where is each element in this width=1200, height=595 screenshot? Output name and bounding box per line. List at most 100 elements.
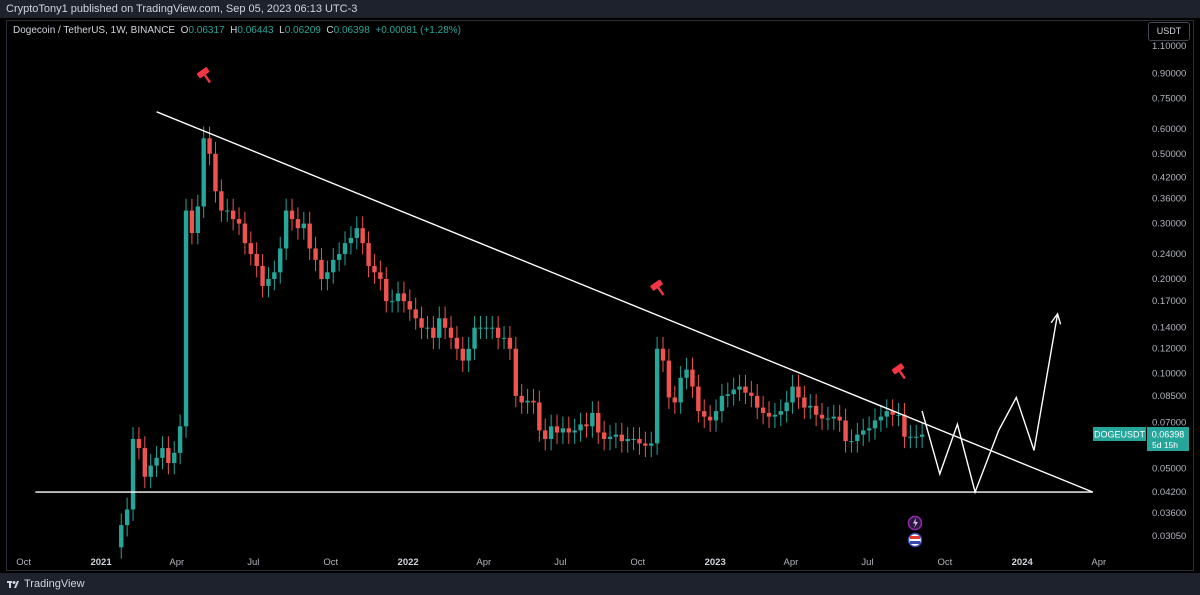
high-value: 0.06443 — [237, 25, 274, 36]
price-tick-label: 0.05000 — [1152, 463, 1186, 474]
hammer-icon — [891, 363, 906, 380]
candle-body — [142, 448, 148, 477]
candle-body — [442, 318, 448, 328]
candle-body — [331, 259, 336, 273]
candle-body — [513, 348, 518, 396]
candle-body — [378, 272, 383, 279]
price-axis[interactable]: 1.10000 0.90000 0.75000 0.60000 0.50000 0.420… — [1152, 41, 1186, 542]
candle-body — [566, 428, 571, 433]
symbol-tag-bg — [1093, 427, 1146, 441]
chart-frame[interactable] — [6, 20, 1194, 571]
flag-icon-stripe — [910, 536, 920, 539]
price-chart[interactable]: 1.10000 0.90000 0.75000 0.60000 0.50000 0.420… — [0, 0, 1200, 573]
event-icons[interactable] — [907, 515, 923, 548]
candle-body — [837, 416, 842, 421]
candle-body — [654, 348, 660, 444]
candle-body — [325, 272, 330, 279]
projection-arrowhead[interactable] — [1050, 312, 1062, 325]
candle-body — [401, 293, 407, 302]
candle-body — [130, 438, 136, 510]
candle-body — [560, 428, 566, 433]
price-tick-label: 0.10000 — [1152, 369, 1186, 380]
candle-body — [749, 392, 754, 396]
candle-body — [719, 395, 725, 412]
candle-body — [431, 327, 436, 338]
price-tick-label: 0.17000 — [1152, 296, 1186, 307]
candle-body — [755, 395, 760, 408]
candle-body — [195, 206, 201, 233]
descending-trendline[interactable] — [156, 111, 1094, 493]
time-tick-label: Apr — [169, 557, 184, 568]
candle-body — [778, 411, 783, 415]
time-tick-label: Oct — [16, 557, 31, 568]
currency-button[interactable]: USDT — [1148, 22, 1190, 41]
lightning-icon — [913, 518, 918, 528]
candle-body — [230, 210, 236, 220]
candle-body — [124, 509, 130, 526]
candle-body — [172, 452, 177, 463]
candle-body — [772, 414, 778, 417]
candle-body — [460, 348, 465, 361]
candle-body — [213, 153, 218, 192]
projected-path-line[interactable] — [921, 313, 1059, 495]
time-tick-label: Jul — [554, 557, 566, 568]
candle-body — [466, 348, 471, 361]
candle-body — [743, 386, 748, 393]
candle-body — [866, 428, 872, 431]
candle-body — [454, 337, 460, 349]
candle-body — [219, 191, 224, 211]
candle-body — [136, 438, 142, 449]
candle-body — [813, 405, 819, 415]
candle-body — [201, 138, 206, 207]
candle-body — [713, 411, 719, 421]
candle-body — [525, 400, 530, 403]
candle-body — [336, 254, 342, 260]
high-label: H — [230, 25, 238, 36]
candle-body — [490, 327, 495, 329]
candle-body — [631, 438, 636, 440]
price-tick-label: 1.10000 — [1152, 41, 1186, 52]
price-tag-bg — [1147, 427, 1189, 451]
candle-body — [607, 436, 613, 439]
candle-body — [660, 348, 666, 361]
candle-body — [354, 228, 359, 238]
drawn-lines[interactable] — [35, 111, 1094, 495]
footer-brand: TradingView — [24, 578, 85, 590]
time-tick-label: 2022 — [398, 557, 419, 568]
candle-body — [531, 400, 536, 403]
symbol-tag-text: DOGEUSDT — [1094, 430, 1146, 440]
close-value: 0.06398 — [333, 25, 370, 36]
candle-body — [731, 389, 736, 395]
candle-body — [890, 411, 895, 415]
change-value: +0.00081 (+1.28%) — [375, 25, 461, 36]
candle-body — [643, 443, 648, 446]
candle-body — [248, 243, 254, 255]
candle-body — [413, 309, 418, 319]
candle-body — [666, 360, 672, 398]
hammer-handle — [898, 370, 906, 380]
candle-body — [543, 430, 548, 439]
candle-body — [637, 438, 642, 444]
close-label: C — [326, 25, 334, 36]
time-tick-label: Apr — [1091, 557, 1106, 568]
candle-body — [154, 457, 159, 466]
candle-body — [484, 327, 489, 329]
candle-body — [619, 434, 624, 442]
low-label: L — [279, 25, 285, 36]
symbol-name: Dogecoin / TetherUS, 1W, BINANCE — [13, 25, 176, 36]
candle-body — [236, 219, 242, 224]
us-flag-event-icon[interactable] — [907, 532, 923, 548]
candle-body — [278, 248, 283, 273]
price-tag-countdown: 5d 15h — [1152, 440, 1178, 450]
candle-body — [707, 416, 713, 421]
price-tick-label: 0.60000 — [1152, 124, 1186, 135]
hammer-icon — [196, 67, 211, 84]
hammer-icon — [650, 279, 665, 296]
price-tick-label: 0.04200 — [1152, 487, 1186, 498]
time-axis[interactable]: Oct 2021 Apr Jul Oct 2022 Apr Jul Oct 2023 Apr Jul O… — [16, 557, 1106, 568]
candle-body — [295, 219, 301, 229]
candle-body — [272, 272, 277, 279]
time-tick-label: 2024 — [1012, 557, 1034, 568]
candle-body — [696, 386, 701, 412]
price-tick-label: 0.07000 — [1152, 417, 1186, 428]
